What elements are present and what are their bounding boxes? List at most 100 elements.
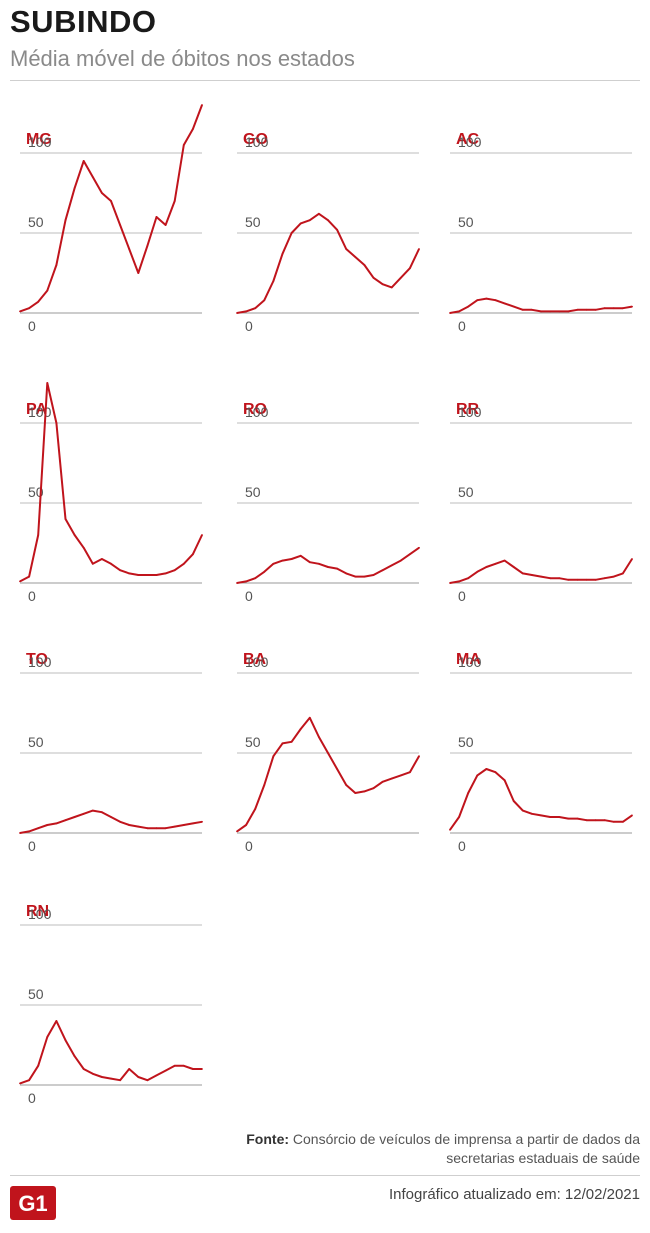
data-point: [467, 577, 470, 580]
data-point: [73, 1055, 76, 1058]
chart-svg: MG 0 50 100: [19, 104, 203, 334]
data-point: [458, 580, 460, 583]
y-tick-label: 50: [458, 484, 474, 500]
data-point: [458, 310, 460, 313]
y-tick-label: 0: [458, 838, 466, 854]
data-point: [327, 752, 329, 754]
updated-date: Infográfico atualizado em: 12/02/2021: [388, 1186, 640, 1203]
data-point: [576, 578, 579, 581]
state-label: MA: [456, 651, 481, 668]
data-point: [594, 308, 597, 311]
y-tick-label: 50: [28, 986, 44, 1002]
data-point: [137, 272, 140, 274]
data-point: [594, 578, 597, 581]
data-point: [521, 809, 524, 812]
data-point: [390, 286, 393, 289]
data-point: [155, 827, 158, 830]
data-point: [622, 307, 624, 310]
data-point: [503, 302, 506, 305]
state-label: RN: [26, 903, 49, 920]
data-point: [612, 820, 615, 823]
y-tick-label: 0: [245, 318, 253, 334]
chart-panel-to: TO 0 50 100: [19, 638, 210, 898]
data-point: [55, 264, 58, 266]
state-label: RR: [456, 401, 480, 418]
data-point: [19, 832, 21, 834]
data-point: [549, 577, 551, 580]
data-point: [336, 228, 338, 231]
data-point: [128, 1068, 131, 1070]
source-note: Fonte: Consórcio de veículos de imprensa…: [220, 1130, 640, 1168]
data-point: [19, 310, 21, 313]
data-point: [28, 575, 30, 578]
data-point: [37, 300, 40, 303]
data-point: [28, 830, 30, 833]
data-point: [173, 1064, 176, 1067]
y-tick-label: 100: [28, 654, 52, 670]
data-point: [55, 422, 58, 424]
data-point: [91, 1072, 94, 1075]
series-line-ba: [236, 716, 420, 833]
data-point: [82, 812, 85, 815]
data-point: [363, 264, 366, 266]
data-point: [46, 289, 49, 292]
data-point: [336, 567, 338, 570]
data-point: [173, 825, 176, 828]
chart-panel-ac: AC 0 50 100: [449, 118, 640, 378]
y-tick-label: 100: [28, 134, 52, 150]
data-point: [236, 830, 238, 833]
y-tick-label: 100: [245, 134, 269, 150]
data-point: [308, 561, 311, 564]
data-point: [512, 566, 515, 568]
y-tick-label: 0: [28, 1090, 36, 1106]
data-point: [354, 792, 357, 794]
data-point: [622, 572, 624, 575]
y-tick-label: 100: [458, 654, 482, 670]
chart-svg: RR 0 50 100: [449, 401, 633, 604]
data-point: [91, 562, 94, 565]
data-point: [299, 222, 302, 225]
data-point: [146, 827, 149, 830]
data-point: [64, 1039, 67, 1042]
data-point: [236, 312, 238, 314]
data-point: [146, 574, 149, 576]
data-point: [146, 1079, 149, 1082]
data-point: [603, 307, 606, 310]
data-point: [485, 566, 488, 568]
data-point: [585, 819, 588, 822]
data-point: [201, 1068, 203, 1070]
y-tick-label: 50: [458, 734, 474, 750]
data-point: [327, 219, 329, 222]
data-point: [418, 546, 420, 549]
data-point: [308, 219, 311, 222]
y-tick-label: 50: [28, 734, 44, 750]
data-point: [540, 814, 542, 817]
data-point: [558, 577, 561, 580]
data-point: [263, 784, 266, 786]
series-line-go: [236, 212, 420, 314]
series-line-to: [19, 809, 203, 834]
chart-panel-ma: MA 0 50 100: [449, 638, 640, 898]
data-point: [128, 248, 131, 250]
state-label: BA: [243, 651, 267, 668]
data-point: [164, 827, 167, 830]
series-line-rn: [19, 1020, 202, 1085]
data-point: [622, 820, 624, 823]
data-point: [128, 572, 131, 575]
data-point: [281, 252, 284, 255]
data-point: [192, 822, 194, 825]
chart-svg: GO 0 50 100: [236, 131, 420, 334]
data-point: [299, 554, 302, 557]
data-point: [631, 558, 633, 560]
data-point: [531, 574, 533, 576]
header-divider: [10, 80, 640, 81]
chart-panel-ba: BA 0 50 100: [236, 638, 427, 898]
y-tick-label: 50: [245, 214, 261, 230]
logo-text: G1: [18, 1191, 47, 1216]
data-point: [503, 559, 506, 562]
data-point: [254, 307, 257, 310]
y-tick-label: 50: [28, 214, 44, 230]
data-point: [345, 784, 348, 786]
data-point: [82, 160, 85, 162]
data-point: [110, 200, 112, 202]
